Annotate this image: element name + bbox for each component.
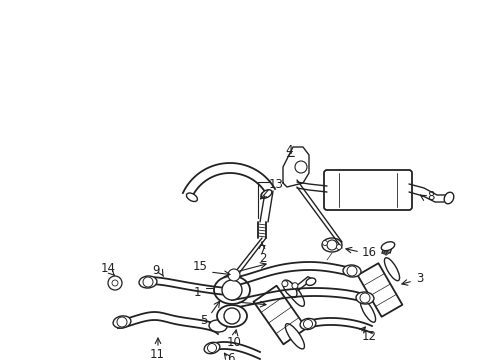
Text: 15: 15 bbox=[192, 261, 207, 274]
Ellipse shape bbox=[282, 280, 296, 297]
Circle shape bbox=[224, 308, 240, 324]
Circle shape bbox=[326, 240, 336, 250]
Circle shape bbox=[112, 280, 118, 286]
Circle shape bbox=[227, 269, 240, 281]
Text: 1: 1 bbox=[193, 287, 201, 300]
Circle shape bbox=[282, 281, 287, 287]
Text: 2: 2 bbox=[259, 252, 266, 265]
Text: 12: 12 bbox=[361, 329, 376, 342]
Ellipse shape bbox=[381, 242, 394, 251]
Ellipse shape bbox=[300, 318, 315, 330]
Ellipse shape bbox=[321, 238, 341, 252]
Text: 11: 11 bbox=[149, 347, 164, 360]
Circle shape bbox=[142, 277, 153, 287]
Text: 7: 7 bbox=[259, 243, 266, 256]
Polygon shape bbox=[283, 147, 308, 187]
Polygon shape bbox=[253, 286, 306, 344]
Polygon shape bbox=[183, 163, 274, 197]
Text: 5: 5 bbox=[200, 314, 207, 327]
Ellipse shape bbox=[342, 265, 360, 277]
Circle shape bbox=[303, 320, 312, 328]
Ellipse shape bbox=[186, 193, 197, 202]
Ellipse shape bbox=[208, 320, 226, 332]
Circle shape bbox=[207, 343, 216, 352]
Ellipse shape bbox=[285, 281, 304, 306]
Circle shape bbox=[336, 244, 341, 249]
Text: 13: 13 bbox=[268, 179, 283, 192]
Ellipse shape bbox=[305, 278, 315, 285]
Text: 14: 14 bbox=[101, 261, 115, 274]
Text: 6: 6 bbox=[227, 351, 234, 360]
Ellipse shape bbox=[384, 258, 399, 281]
Ellipse shape bbox=[285, 324, 304, 349]
Ellipse shape bbox=[217, 305, 246, 327]
Text: 16: 16 bbox=[361, 246, 376, 258]
Text: 10: 10 bbox=[226, 336, 241, 348]
Circle shape bbox=[117, 317, 127, 327]
Circle shape bbox=[291, 283, 297, 289]
Ellipse shape bbox=[113, 316, 131, 328]
Circle shape bbox=[359, 293, 369, 303]
Ellipse shape bbox=[355, 292, 373, 304]
Ellipse shape bbox=[139, 276, 157, 288]
Circle shape bbox=[322, 240, 327, 246]
Text: 4: 4 bbox=[285, 144, 292, 158]
Ellipse shape bbox=[443, 192, 453, 204]
Ellipse shape bbox=[261, 190, 271, 198]
Ellipse shape bbox=[360, 299, 375, 322]
Ellipse shape bbox=[203, 342, 220, 354]
Circle shape bbox=[222, 280, 242, 300]
Ellipse shape bbox=[214, 276, 249, 304]
Circle shape bbox=[294, 161, 306, 173]
Text: 9: 9 bbox=[152, 264, 160, 276]
Text: 3: 3 bbox=[415, 271, 423, 284]
Circle shape bbox=[346, 266, 356, 276]
Text: 8: 8 bbox=[427, 189, 434, 202]
Polygon shape bbox=[357, 263, 402, 317]
Circle shape bbox=[108, 276, 122, 290]
FancyBboxPatch shape bbox=[324, 170, 411, 210]
